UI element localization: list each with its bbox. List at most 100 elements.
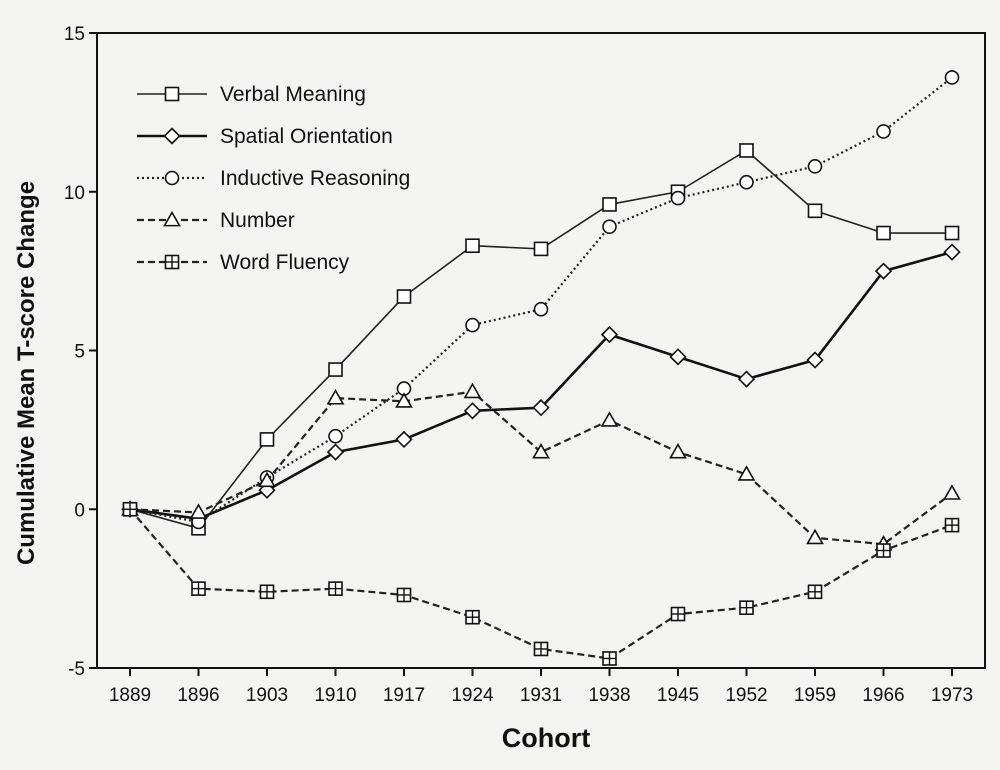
marker-shape <box>602 197 617 212</box>
marker-shape <box>259 432 275 447</box>
data-point-spatial-orientation <box>463 402 482 420</box>
marker-shape <box>739 143 754 158</box>
data-point-spatial-orientation <box>737 370 756 388</box>
y-tick-label: -5 <box>68 659 85 680</box>
data-point-verbal-meaning <box>807 203 823 219</box>
data-point-verbal-meaning <box>396 289 412 304</box>
data-point-word-fluency <box>396 587 412 603</box>
data-point-number <box>737 465 756 481</box>
data-point-word-fluency <box>739 600 754 615</box>
data-point-spatial-orientation <box>806 351 824 369</box>
data-point-word-fluency <box>670 606 686 622</box>
data-point-word-fluency <box>807 584 823 600</box>
data-point-inductive-reasoning <box>807 159 823 174</box>
x-tick-label: 1910 <box>314 685 356 706</box>
legend: Verbal Meaning Spatial Orientation Inducti… <box>137 83 410 274</box>
data-point-number <box>806 528 824 545</box>
data-point-spatial-orientation <box>943 243 961 261</box>
data-point-number <box>326 389 345 405</box>
data-point-word-fluency <box>122 501 138 517</box>
marker-shape <box>533 241 549 257</box>
legend-label: Word Fluency <box>220 251 350 274</box>
marker-shape <box>328 362 343 377</box>
x-tick-label: 1931 <box>520 685 562 706</box>
legend-marker <box>164 254 180 270</box>
data-point-number <box>532 442 550 459</box>
data-point-inductive-reasoning <box>465 317 480 333</box>
legend-marker <box>163 127 181 145</box>
legend-label: Spatial Orientation <box>220 125 393 148</box>
data-point-word-fluency <box>602 651 617 666</box>
data-point-word-fluency <box>465 609 480 625</box>
x-tick-label: 1924 <box>451 685 494 706</box>
x-tick-label: 1903 <box>246 685 288 706</box>
legend-entry-word-fluency: Word Fluency <box>137 251 350 274</box>
data-point-verbal-meaning <box>328 362 343 377</box>
x-tick-label: 1959 <box>794 685 836 706</box>
data-point-inductive-reasoning <box>670 190 686 206</box>
data-point-spatial-orientation <box>395 430 413 449</box>
legend-label: Number <box>220 209 295 232</box>
series-line-word-fluency <box>129 508 953 660</box>
data-point-spatial-orientation <box>874 262 893 280</box>
data-point-verbal-meaning <box>465 238 480 254</box>
data-point-number <box>943 484 961 500</box>
x-tick-label: 1973 <box>931 685 973 706</box>
y-tick-label: 5 <box>74 342 85 363</box>
x-axis-title: Cohort <box>502 723 590 753</box>
marker-shape <box>944 225 960 241</box>
axes: -5 0 5 10 15 1889 1896 1903 1910 1917 1924 1931 1938… <box>64 24 986 706</box>
x-tick-label: 1896 <box>177 685 219 706</box>
marker-shape <box>876 225 891 241</box>
data-point-word-fluency <box>191 581 206 596</box>
data-point-number <box>395 392 413 408</box>
data-point-spatial-orientation <box>669 348 687 366</box>
data-point-inductive-reasoning <box>602 219 617 234</box>
data-point-verbal-meaning <box>533 241 549 257</box>
marker-shape <box>164 86 180 102</box>
data-point-spatial-orientation <box>326 443 345 461</box>
x-tick-label: 1945 <box>657 685 699 706</box>
x-tick-label: 1938 <box>588 685 630 706</box>
data-point-verbal-meaning <box>944 225 960 241</box>
y-tick-label: 15 <box>64 24 85 45</box>
data-point-word-fluency <box>259 584 275 600</box>
data-point-verbal-meaning <box>876 225 891 241</box>
legend-entry-verbal-meaning: Verbal Meaning <box>137 83 366 106</box>
data-point-inductive-reasoning <box>876 124 891 139</box>
legend-entry-inductive-reasoning: Inductive Reasoning <box>137 167 410 190</box>
series-verbal-meaning <box>122 143 960 536</box>
data-point-inductive-reasoning <box>328 428 343 444</box>
series-word-fluency <box>122 501 960 666</box>
data-point-number <box>669 442 687 459</box>
data-point-verbal-meaning <box>602 197 617 212</box>
data-point-spatial-orientation <box>600 325 619 344</box>
marker-shape <box>465 238 480 254</box>
legend-marker <box>164 170 180 186</box>
legend-label: Verbal Meaning <box>220 83 366 106</box>
marker-shape <box>807 203 823 219</box>
y-axis-title: Cumulative Mean T-score Change <box>13 181 40 565</box>
series-line-verbal-meaning <box>129 149 952 530</box>
series-spatial-orientation <box>121 243 961 528</box>
series-layer <box>121 70 961 666</box>
data-point-word-fluency <box>533 641 549 657</box>
data-point-word-fluency <box>328 581 343 596</box>
data-point-word-fluency <box>944 517 960 533</box>
y-tick-label: 0 <box>74 500 85 521</box>
data-point-number <box>258 471 276 488</box>
data-point-number <box>600 411 619 427</box>
data-point-verbal-meaning <box>739 143 754 158</box>
legend-marker <box>164 86 180 102</box>
data-point-number <box>189 503 208 519</box>
legend-marker <box>163 210 181 227</box>
data-point-verbal-meaning <box>259 432 275 447</box>
data-point-inductive-reasoning <box>533 301 549 317</box>
x-tick-label: 1917 <box>383 685 425 706</box>
data-point-number <box>463 382 482 399</box>
data-point-spatial-orientation <box>532 399 550 417</box>
series-line-spatial-orientation <box>129 250 953 521</box>
data-point-word-fluency <box>876 543 891 558</box>
legend-entry-spatial-orientation: Spatial Orientation <box>137 125 393 148</box>
